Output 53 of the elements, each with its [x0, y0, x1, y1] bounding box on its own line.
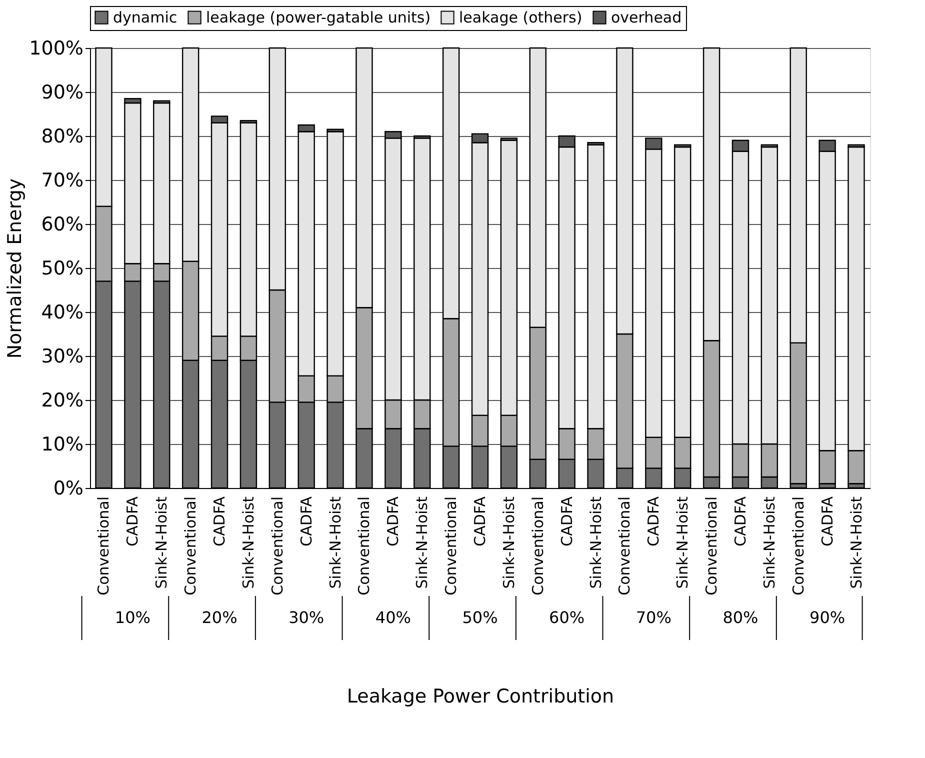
x-tick-label: Conventional [616, 496, 634, 596]
x-tick-label: CADFA [731, 496, 750, 546]
y-tick-label: 10% [41, 434, 84, 456]
legend-label: leakage (others) [459, 8, 582, 27]
legend-label: dynamic [113, 8, 178, 27]
y-tick-label: 50% [41, 258, 84, 280]
text: 10% [114, 608, 150, 627]
text: 50% [462, 608, 498, 627]
y-tick-label: 100% [29, 38, 84, 60]
text: 40% [375, 608, 411, 627]
x-tick-label: Conventional [268, 496, 286, 596]
x-tick-label: Conventional [182, 496, 200, 596]
x-tick-label: CADFA [644, 496, 663, 546]
x-tick-label: Sink-N-Hoist [760, 496, 778, 589]
y-axis-title: Normalized Energy [4, 178, 26, 359]
y-tick-label: 60% [41, 214, 84, 236]
legend-label: overhead [611, 8, 682, 27]
x-tick-label: Sink-N-Hoist [586, 496, 605, 589]
x-tick-label: CADFA [297, 496, 316, 546]
y-tick-label: 0% [53, 478, 84, 500]
y-tick-label: 80% [41, 126, 84, 148]
text: 20% [202, 608, 238, 627]
x-tick-label: CADFA [384, 496, 402, 546]
y-tick-label: 20% [41, 390, 84, 412]
x-tick-label: Conventional [789, 496, 808, 596]
text: 60% [549, 608, 585, 627]
x-tick-label: Sink-N-Hoist [326, 496, 344, 589]
x-tick-label: Sink-N-Hoist [413, 496, 432, 589]
x-tick-label: Sink-N-Hoist [674, 496, 692, 589]
x-tick-label: Conventional [528, 496, 547, 596]
text: 90% [810, 608, 846, 627]
x-tick-label: Conventional [442, 496, 460, 596]
x-tick-label: CADFA [210, 496, 229, 546]
y-tick-label: 70% [41, 170, 84, 192]
x-axis-title: Leakage Power Contribution [346, 685, 614, 708]
x-tick-label: CADFA [558, 496, 576, 546]
y-tick-label: 30% [41, 346, 84, 368]
y-tick-label: 90% [41, 82, 84, 104]
x-tick-label: CADFA [818, 496, 836, 546]
x-tick-label: Conventional [355, 496, 374, 596]
text: 80% [722, 608, 758, 627]
text: 30% [288, 608, 324, 627]
x-tick-label: Sink-N-Hoist [847, 496, 866, 589]
x-tick-label: CADFA [124, 496, 142, 546]
text: 70% [636, 608, 672, 627]
x-tick-label: CADFA [471, 496, 489, 546]
x-tick-label: Conventional [94, 496, 113, 596]
x-tick-label: Sink-N-Hoist [152, 496, 171, 589]
x-tick-label: Sink-N-Hoist [239, 496, 258, 589]
y-tick-label: 40% [41, 302, 84, 324]
legend-label: leakage (power-gatable units) [206, 8, 431, 27]
x-tick-label: Sink-N-Hoist [500, 496, 518, 589]
x-tick-label: Conventional [702, 496, 721, 596]
